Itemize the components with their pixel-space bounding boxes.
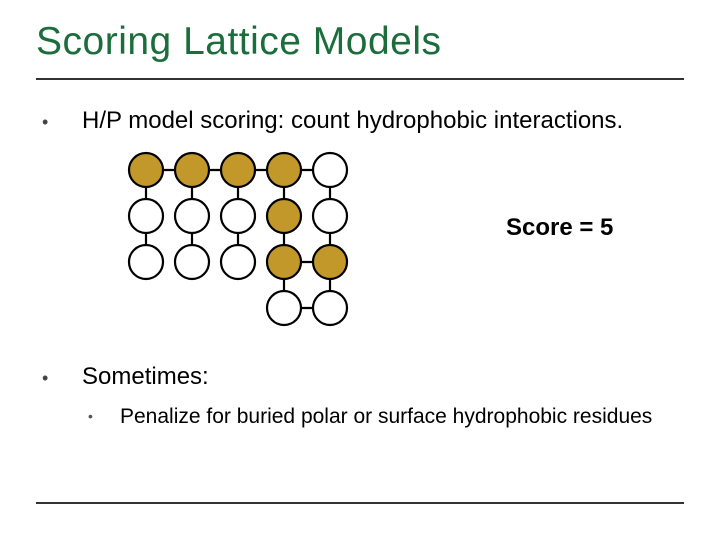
- lattice-node-polar: [313, 153, 347, 187]
- bullet-text-1: H/P model scoring: count hydrophobic int…: [82, 106, 623, 136]
- sub-bullet-marker: •: [88, 404, 120, 424]
- bullet-marker: •: [36, 106, 82, 133]
- bullet-marker: •: [36, 362, 82, 389]
- lattice-svg: [36, 148, 720, 358]
- lattice-diagram: Score = 5: [36, 148, 684, 358]
- bullet-text-2: Sometimes:: [82, 362, 209, 392]
- lattice-node-polar: [267, 291, 301, 325]
- lattice-node-hydrophobic: [313, 245, 347, 279]
- lattice-node-polar: [313, 199, 347, 233]
- lattice-node-hydrophobic: [221, 153, 255, 187]
- slide-title: Scoring Lattice Models: [36, 20, 684, 80]
- bullet-item-2: • Sometimes:: [36, 362, 684, 392]
- lattice-node-polar: [175, 245, 209, 279]
- lattice-node-polar: [175, 199, 209, 233]
- lattice-node-polar: [221, 199, 255, 233]
- lattice-node-polar: [129, 245, 163, 279]
- score-label: Score = 5: [506, 214, 613, 242]
- lattice-node-hydrophobic: [267, 153, 301, 187]
- lattice-node-hydrophobic: [175, 153, 209, 187]
- lattice-node-polar: [221, 245, 255, 279]
- lattice-node-hydrophobic: [129, 153, 163, 187]
- sub-bullet-item: • Penalize for buried polar or surface h…: [88, 404, 684, 430]
- lattice-node-hydrophobic: [267, 245, 301, 279]
- sub-bullet-text: Penalize for buried polar or surface hyd…: [120, 404, 652, 430]
- footer-rule: [36, 502, 684, 504]
- lattice-node-polar: [313, 291, 347, 325]
- slide: Scoring Lattice Models • H/P model scori…: [0, 0, 720, 540]
- bullet-item-1: • H/P model scoring: count hydrophobic i…: [36, 106, 684, 136]
- lattice-node-polar: [129, 199, 163, 233]
- lattice-node-hydrophobic: [267, 199, 301, 233]
